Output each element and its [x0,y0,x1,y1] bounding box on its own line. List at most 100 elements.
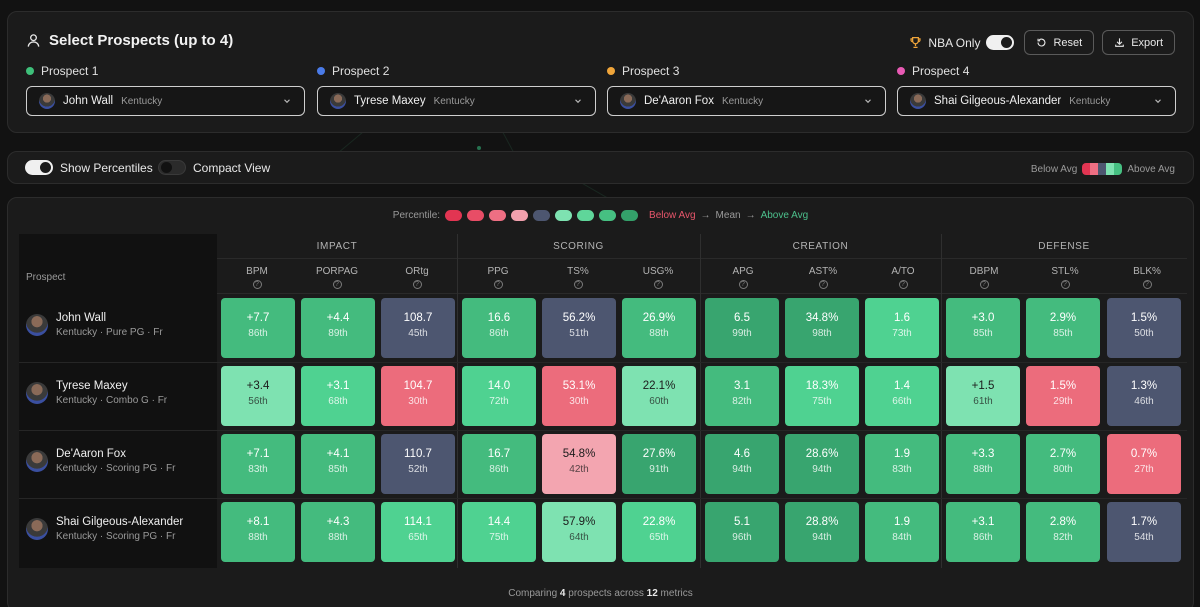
stat-cell[interactable]: +3.1 68th [301,366,375,426]
metric-header[interactable]: ORtg? [377,266,457,289]
metric-header[interactable]: PPG? [458,266,538,289]
metric-header[interactable]: TS%? [538,266,618,289]
stat-cell[interactable]: +7.7 86th [221,298,295,358]
stat-cell[interactable]: 110.7 52th [381,434,455,494]
stat-cell[interactable]: +3.0 85th [946,298,1020,358]
metric-header[interactable]: A/TO? [863,266,943,289]
stat-cell[interactable]: +3.3 88th [946,434,1020,494]
stat-cell[interactable]: 1.4 66th [865,366,939,426]
stat-cell[interactable]: +7.1 83th [221,434,295,494]
stat-cell[interactable]: 16.7 86th [462,434,536,494]
metric-header[interactable]: USG%? [618,266,698,289]
stat-value: 1.9 [894,516,910,528]
prospect-info[interactable]: John Wall Kentucky · Pure PG · Fr [26,312,163,338]
help-icon[interactable]: ? [898,280,908,289]
selector-title: Select Prospects (up to 4) [26,32,233,49]
help-icon[interactable]: ? [493,280,503,289]
stat-cell[interactable]: 14.4 75th [462,502,536,562]
stat-cell[interactable]: 1.5% 50th [1107,298,1181,358]
compact-view-toggle[interactable] [158,160,186,175]
stat-cell[interactable]: 27.6% 91th [622,434,696,494]
stat-cell[interactable]: 2.7% 80th [1026,434,1100,494]
metric-header[interactable]: BPM? [217,266,297,289]
prospect-info[interactable]: Shai Gilgeous-Alexander Kentucky · Scorin… [26,516,183,542]
stat-cell[interactable]: 26.9% 88th [622,298,696,358]
help-icon[interactable]: ? [818,280,828,289]
nba-only-toggle[interactable] [986,35,1015,50]
stat-cell[interactable]: 4.6 94th [705,434,779,494]
metric-header[interactable]: BLK%? [1107,266,1187,289]
stat-cell[interactable]: 108.7 45th [381,298,455,358]
prospect-select-4[interactable]: Shai Gilgeous-Alexander Kentucky [897,86,1176,116]
stat-cell[interactable]: 57.9% 64th [542,502,616,562]
prospect-select-2[interactable]: Tyrese Maxey Kentucky [317,86,596,116]
percentile-swatch [621,210,639,221]
stat-cell[interactable]: +8.1 88th [221,502,295,562]
help-icon[interactable]: ? [1060,280,1070,289]
stat-cell[interactable]: 2.8% 82th [1026,502,1100,562]
stat-cell[interactable]: 114.1 65th [381,502,455,562]
stat-cell[interactable]: 28.6% 94th [785,434,859,494]
stat-percentile: 80th [1053,464,1073,475]
stat-cell[interactable]: 1.6 73th [865,298,939,358]
metric-header[interactable]: AST%? [783,266,863,289]
stat-cell[interactable]: 3.1 82th [705,366,779,426]
nba-only-filter: NBA Only [909,35,1015,50]
help-icon[interactable]: ? [412,280,422,289]
prospect-slot-3: Prospect 3 De'Aaron Fox Kentucky [607,64,886,116]
stat-cell[interactable]: 6.5 99th [705,298,779,358]
help-icon[interactable]: ? [979,280,989,289]
stat-cell[interactable]: 54.8% 42th [542,434,616,494]
help-icon[interactable]: ? [332,280,342,289]
stat-cell[interactable]: 53.1% 30th [542,366,616,426]
metric-header[interactable]: PORPAG? [297,266,377,289]
stat-value: 53.1% [562,380,596,392]
metric-header[interactable]: APG? [703,266,783,289]
stat-cell[interactable]: 22.1% 60th [622,366,696,426]
stat-percentile: 60th [649,396,669,407]
percentile-swatch [445,210,463,221]
stat-cell[interactable]: +4.4 89th [301,298,375,358]
show-percentiles-toggle[interactable] [25,160,53,175]
prospect-slot-1: Prospect 1 John Wall Kentucky [26,64,305,116]
stat-cell[interactable]: 28.8% 94th [785,502,859,562]
export-button[interactable]: Export [1102,30,1175,55]
prospect-select-3[interactable]: De'Aaron Fox Kentucky [607,86,886,116]
stat-cell[interactable]: 1.9 84th [865,502,939,562]
help-icon[interactable]: ? [573,280,583,289]
reset-button[interactable]: Reset [1024,30,1095,55]
metric-header[interactable]: DBPM? [944,266,1024,289]
help-icon[interactable]: ? [738,280,748,289]
stat-cell[interactable]: 1.5% 29th [1026,366,1100,426]
stat-cell[interactable]: 34.8% 98th [785,298,859,358]
stat-cell[interactable]: 1.7% 54th [1107,502,1181,562]
stat-cell[interactable]: 18.3% 75th [785,366,859,426]
help-icon[interactable]: ? [1142,280,1152,289]
stat-cell[interactable]: +4.1 85th [301,434,375,494]
arrow-right-icon: → [745,210,756,221]
stat-cell[interactable]: 2.9% 85th [1026,298,1100,358]
stat-value: 22.1% [642,380,676,392]
prospect-info[interactable]: Tyrese Maxey Kentucky · Combo G · Fr [26,380,167,406]
stat-value: 1.4 [894,380,910,392]
stat-cell[interactable]: 56.2% 51th [542,298,616,358]
prospect-info[interactable]: De'Aaron Fox Kentucky · Scoring PG · Fr [26,448,175,474]
user-icon [27,34,40,47]
stat-cell[interactable]: 1.3% 46th [1107,366,1181,426]
stat-cell[interactable]: 104.7 30th [381,366,455,426]
stat-cell[interactable]: 0.7% 27th [1107,434,1181,494]
stat-cell[interactable]: 14.0 72th [462,366,536,426]
stat-cell[interactable]: +3.1 86th [946,502,1020,562]
prospect-select-1[interactable]: John Wall Kentucky [26,86,305,116]
stat-cell[interactable]: 16.6 86th [462,298,536,358]
stat-cell[interactable]: +1.5 61th [946,366,1020,426]
stat-cell[interactable]: 22.8% 65th [622,502,696,562]
help-icon[interactable]: ? [653,280,663,289]
stat-cell[interactable]: +3.4 56th [221,366,295,426]
legend-below-label: Below Avg [1030,163,1078,175]
stat-cell[interactable]: +4.3 88th [301,502,375,562]
stat-cell[interactable]: 1.9 83th [865,434,939,494]
stat-cell[interactable]: 5.1 96th [705,502,779,562]
metric-header[interactable]: STL%? [1025,266,1105,289]
help-icon[interactable]: ? [252,280,262,289]
